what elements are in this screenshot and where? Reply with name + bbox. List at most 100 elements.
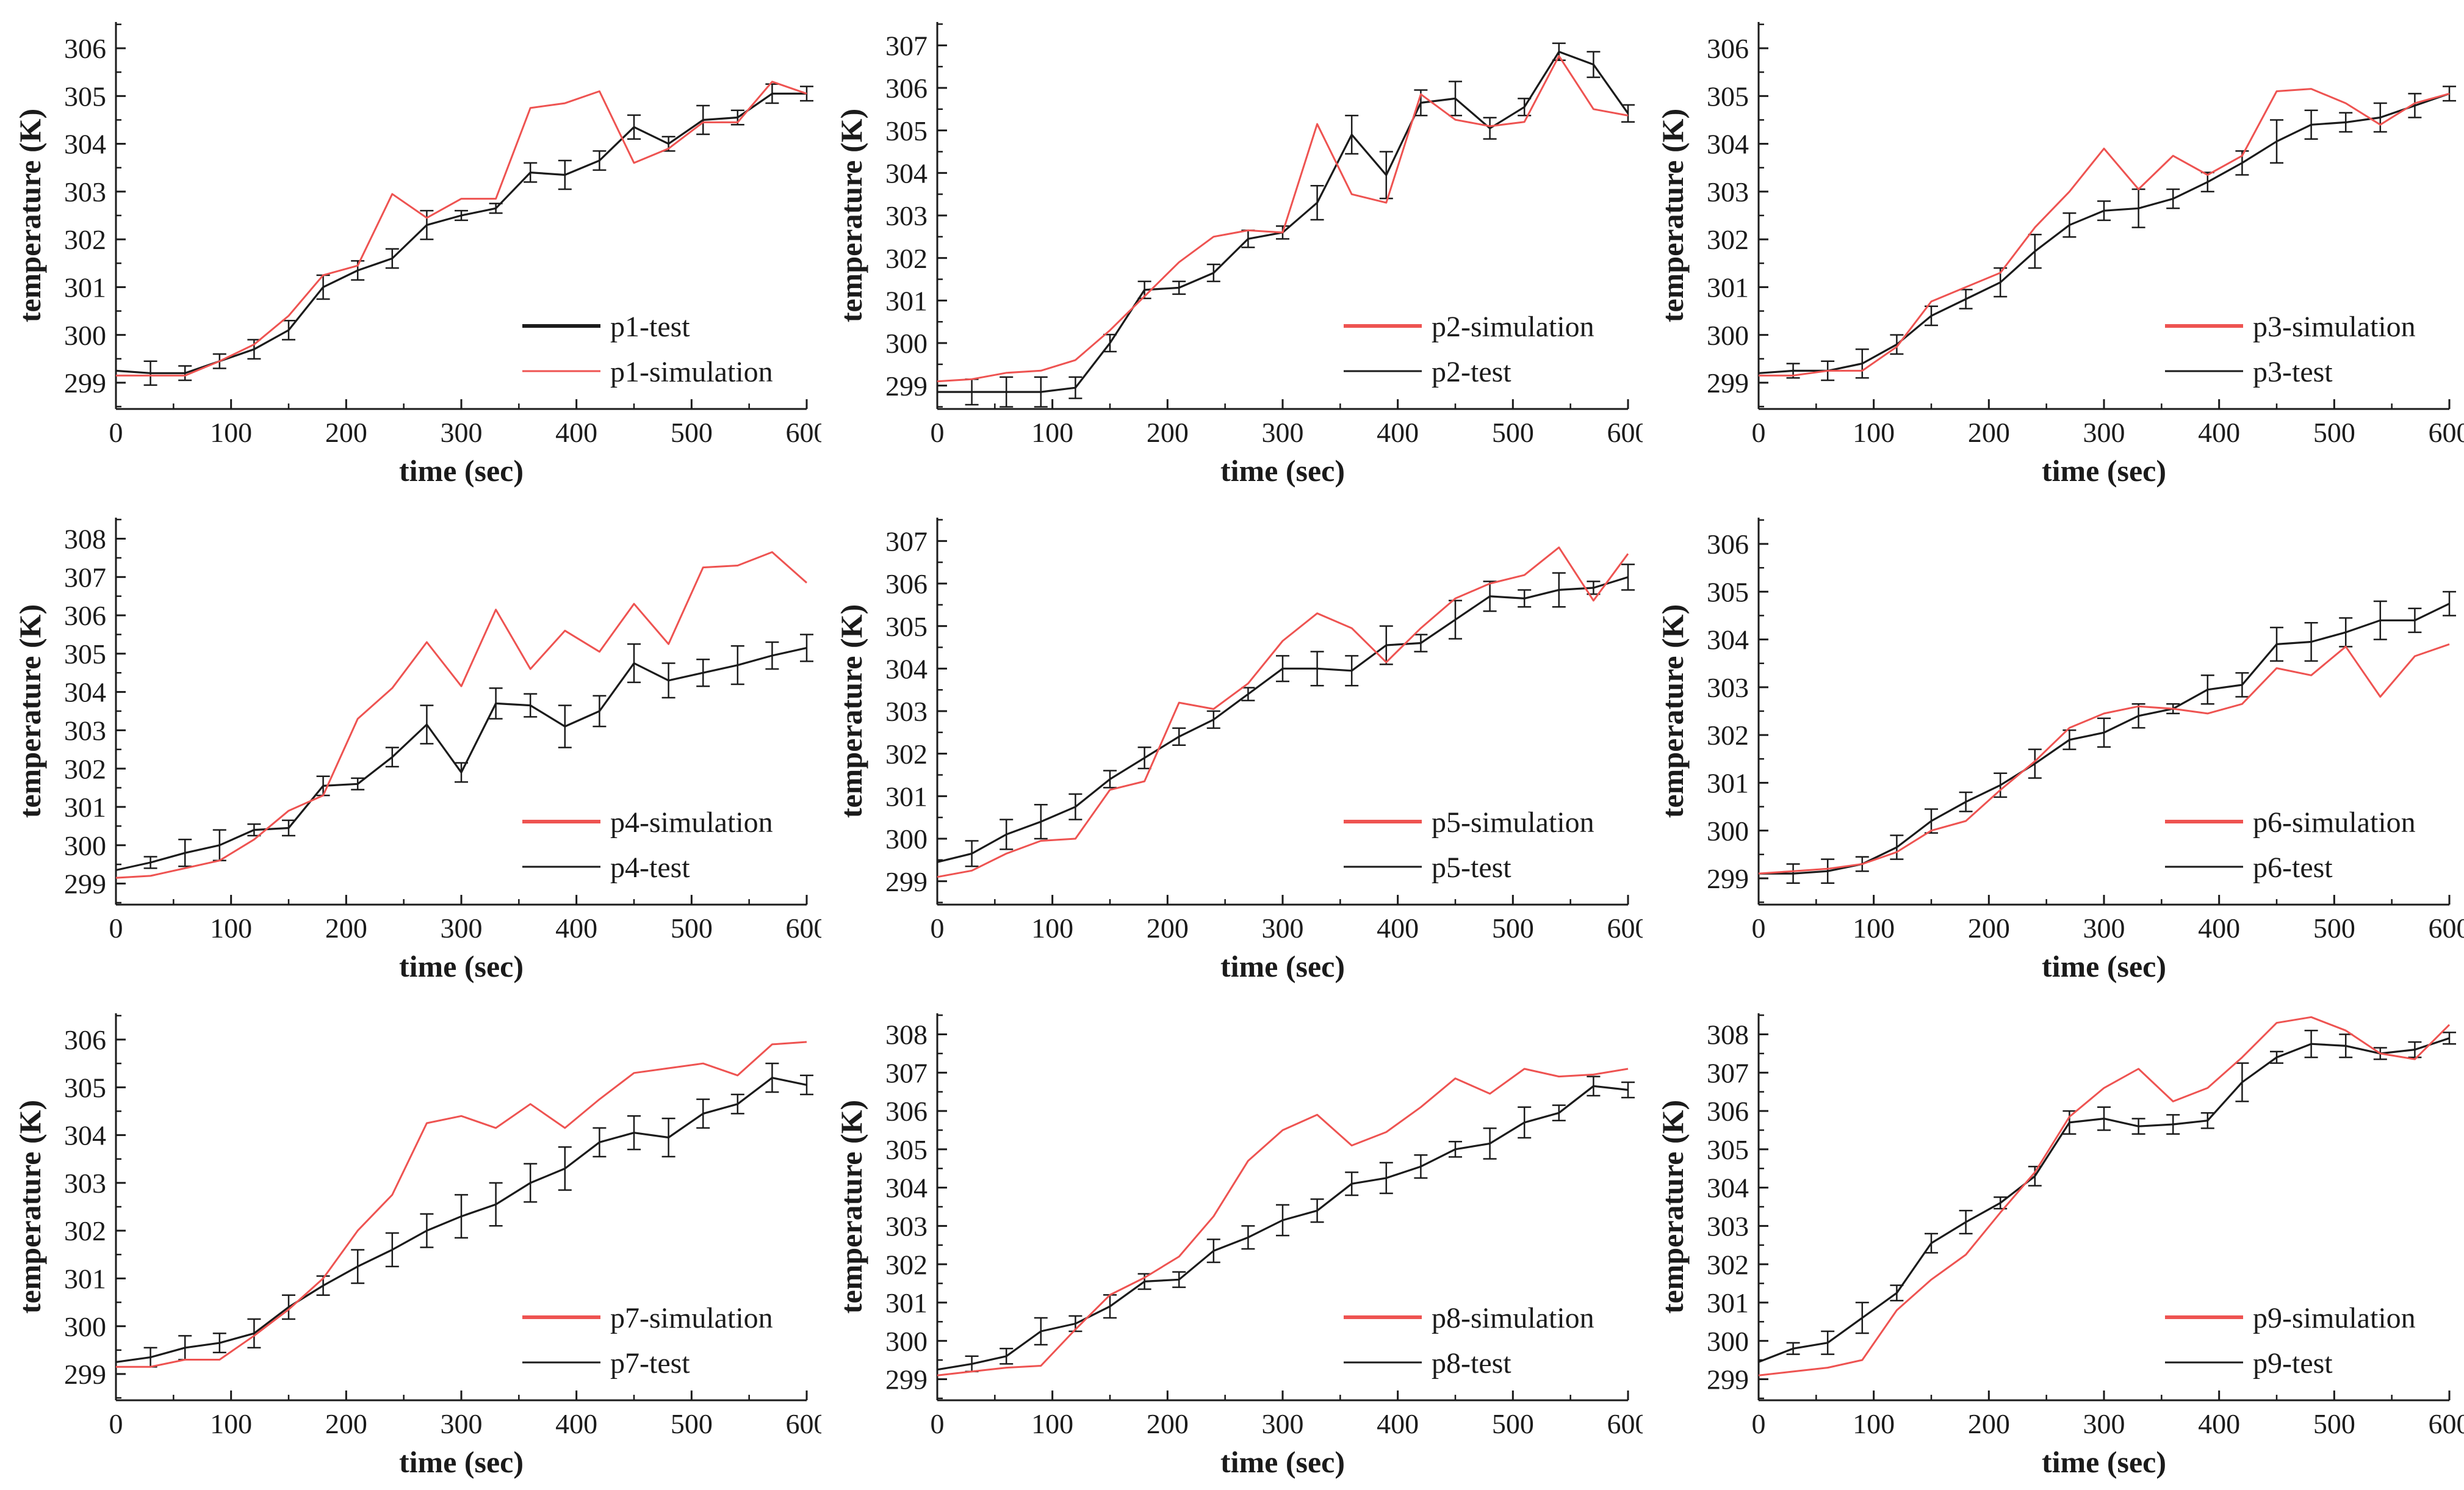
legend-label: p3-test [2253,356,2333,388]
p1-legend: p1-test p1-simulation [522,311,773,388]
y-tick-label: 302 [885,243,928,274]
legend-item-p3-simulation: p3-simulation [2165,311,2416,343]
legend-item-p4-test: p4-test [522,852,690,884]
p1-test-error-bars [144,84,813,385]
x-tick-label: 400 [555,913,597,944]
y-tick-label: 301 [1707,272,1749,303]
x-tick-label: 400 [2198,417,2240,448]
y-tick-label: 302 [64,753,106,784]
x-tick-label: 400 [2198,1408,2240,1439]
x-tick-label: 200 [1147,913,1189,944]
y-tick-label: 300 [1707,816,1749,847]
x-axis-label: time (sec) [399,454,524,488]
p6-legend: p6-simulation p6-test [2165,806,2416,884]
y-tick-label: 301 [885,1287,928,1318]
x-axis-label: time (sec) [1220,454,1345,488]
x-tick-label: 300 [2083,913,2125,944]
x-tick-label: 600 [1607,913,1643,944]
y-tick-label: 299 [64,367,106,399]
x-tick-label: 600 [786,913,822,944]
legend-label: p3-simulation [2253,311,2416,343]
legend-item-p1-test: p1-test [522,311,690,343]
y-tick-label: 299 [1707,1364,1749,1395]
y-tick-label: 302 [885,739,928,770]
y-axis-label: temperature (K) [834,1100,868,1314]
y-tick-label: 299 [64,1359,106,1390]
y-tick-label: 304 [885,1173,928,1204]
x-tick-label: 400 [1377,417,1419,448]
legend-label: p9-simulation [2253,1302,2416,1334]
y-tick-label: 304 [64,677,106,708]
x-tick-label: 0 [109,913,123,944]
legend-item-p1-simulation: p1-simulation [522,356,773,388]
x-tick-label: 500 [2313,417,2355,448]
y-tick-label: 300 [64,1311,106,1342]
x-tick-label: 500 [2313,913,2355,944]
legend-item-p6-simulation: p6-simulation [2165,806,2416,839]
legend-label: p8-simulation [1432,1302,1594,1334]
y-tick-label: 302 [64,1215,106,1246]
y-tick-label: 303 [64,715,106,746]
legend-label: p2-test [1432,356,1511,388]
y-tick-label: 308 [1707,1019,1749,1051]
y-tick-label: 304 [1707,129,1749,160]
y-tick-label: 307 [885,1057,928,1088]
y-tick-label: 300 [64,830,106,861]
x-tick-label: 200 [325,417,367,448]
x-tick-label: 400 [555,417,597,448]
y-tick-label: 302 [1707,720,1749,751]
y-axis-label: temperature (K) [13,1100,47,1314]
x-tick-label: 0 [931,417,945,448]
y-axis-label: temperature (K) [13,604,47,818]
y-tick-label: 301 [885,781,928,812]
legend-label: p8-test [1432,1347,1511,1380]
legend-item-p4-simulation: p4-simulation [522,806,773,839]
y-tick-label: 306 [1707,529,1749,560]
x-tick-label: 600 [2429,1408,2464,1439]
y-tick-label: 304 [64,129,106,160]
x-tick-label: 0 [1752,913,1766,944]
x-tick-label: 300 [1262,913,1304,944]
legend-label: p7-test [610,1347,690,1380]
legend-label: p5-simulation [1432,806,1594,839]
x-tick-label: 0 [1752,1408,1766,1439]
p6-simulation-line [1759,644,2449,873]
x-tick-label: 600 [2429,913,2464,944]
legend-item-p6-test: p6-test [2165,852,2333,884]
y-tick-label: 301 [64,272,106,303]
x-tick-label: 400 [555,1408,597,1439]
x-tick-label: 600 [786,1408,822,1439]
legend-label: p4-test [610,852,690,884]
legend-label: p6-test [2253,852,2333,884]
y-tick-label: 306 [885,568,928,599]
y-tick-label: 300 [1707,1326,1749,1357]
y-tick-label: 306 [64,600,106,631]
y-tick-label: 308 [64,524,106,555]
x-tick-label: 100 [210,913,252,944]
legend-label: p7-simulation [610,1302,773,1334]
y-tick-label: 302 [1707,1249,1749,1280]
x-tick-label: 300 [441,1408,483,1439]
y-tick-label: 304 [64,1120,106,1151]
x-tick-label: 500 [1492,913,1534,944]
x-tick-label: 600 [1607,417,1643,448]
y-tick-label: 308 [885,1019,928,1051]
y-axis-label: temperature (K) [1655,604,1690,818]
x-tick-label: 200 [1968,417,2010,448]
y-tick-label: 305 [885,611,928,642]
legend-item-p2-simulation: p2-simulation [1344,311,1594,343]
legend-item-p7-simulation: p7-simulation [522,1302,773,1334]
x-tick-label: 0 [931,1408,945,1439]
